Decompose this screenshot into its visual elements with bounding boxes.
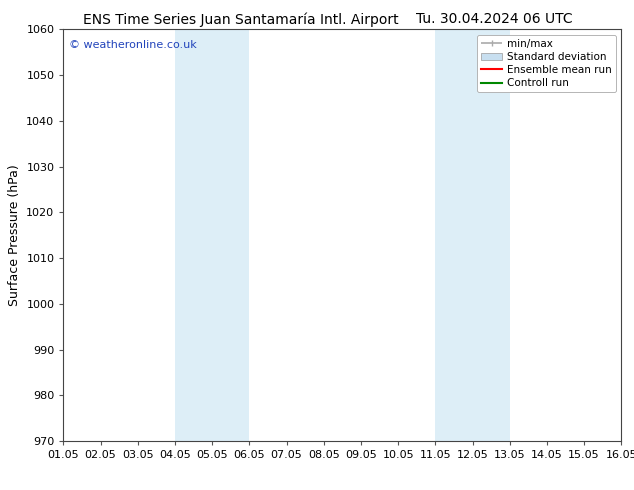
- Bar: [175, 29, 249, 441]
- Text: Tu. 30.04.2024 06 UTC: Tu. 30.04.2024 06 UTC: [416, 12, 573, 26]
- Y-axis label: Surface Pressure (hPa): Surface Pressure (hPa): [8, 164, 21, 306]
- Bar: [436, 29, 510, 441]
- Text: © weatheronline.co.uk: © weatheronline.co.uk: [69, 40, 197, 49]
- Legend: min/max, Standard deviation, Ensemble mean run, Controll run: min/max, Standard deviation, Ensemble me…: [477, 35, 616, 92]
- Text: ENS Time Series Juan Santamaría Intl. Airport: ENS Time Series Juan Santamaría Intl. Ai…: [83, 12, 399, 27]
